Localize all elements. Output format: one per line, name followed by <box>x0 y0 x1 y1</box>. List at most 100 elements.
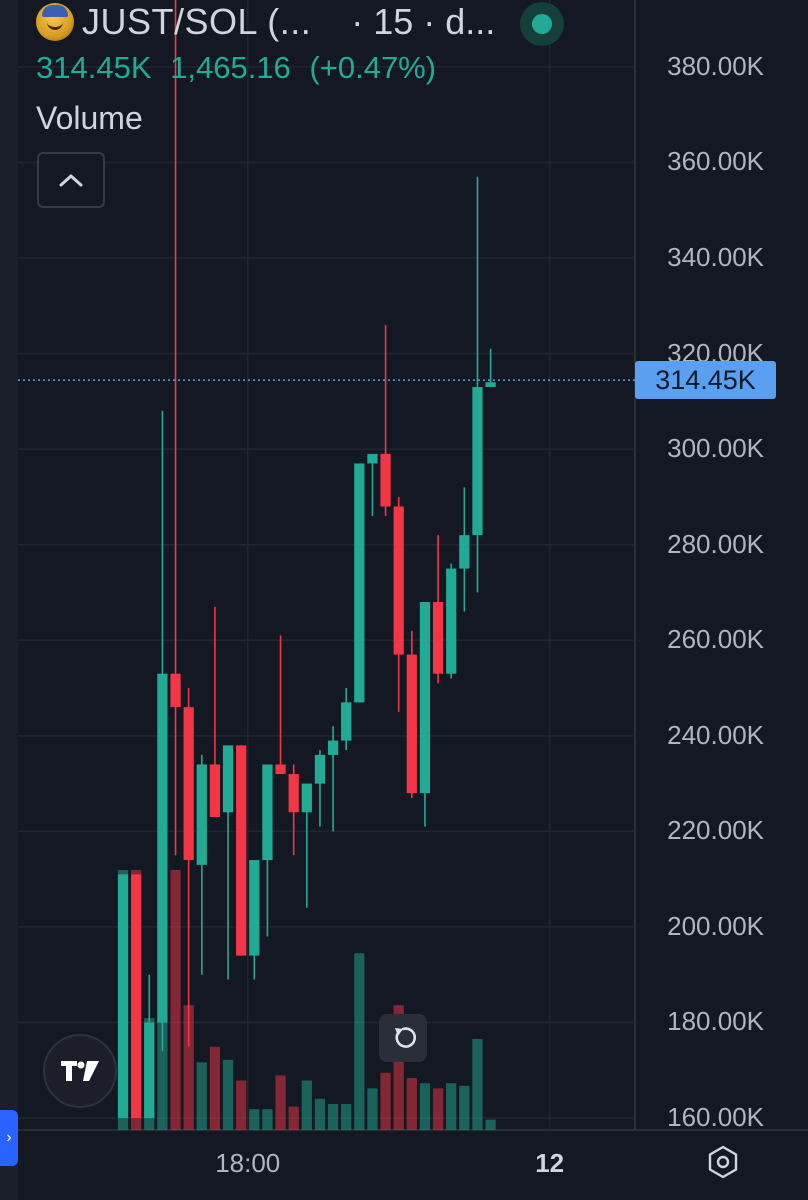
volume-bar <box>183 1005 194 1130</box>
candle[interactable] <box>262 764 273 937</box>
candle[interactable] <box>314 750 326 827</box>
candle-body <box>236 745 247 956</box>
grid-lines <box>18 0 635 1130</box>
volume-bar <box>314 1098 326 1130</box>
candle[interactable] <box>131 874 142 1119</box>
candle[interactable] <box>472 176 483 593</box>
candle-body <box>472 387 483 536</box>
chart-header: JUST/SOL (... · 15 · d... 314.45K 1,465.… <box>36 0 495 137</box>
candle-body <box>341 702 352 741</box>
refresh-icon <box>395 1027 417 1048</box>
price-tick-label: 240.00K <box>667 719 764 750</box>
candle-body <box>117 874 129 1119</box>
candle[interactable] <box>327 726 339 832</box>
volume-bar <box>459 1085 470 1130</box>
volume-bar <box>419 1083 431 1130</box>
expand-panel-button[interactable]: › <box>0 1110 18 1166</box>
candle[interactable] <box>170 0 181 856</box>
volume-bar <box>406 1078 417 1130</box>
volume-bar <box>275 1075 286 1130</box>
chevron-right-icon: › <box>6 1129 12 1146</box>
last-price-tag: 314.45K <box>635 361 776 400</box>
symbol-row[interactable]: JUST/SOL (... · 15 · d... <box>36 0 495 44</box>
price-tick-label: 200.00K <box>667 910 764 941</box>
candle-body <box>354 463 365 703</box>
candle[interactable] <box>341 688 352 751</box>
candle[interactable] <box>117 874 129 1119</box>
candle[interactable] <box>183 688 194 1047</box>
price-tick-label: 260.00K <box>667 624 764 655</box>
candle[interactable] <box>209 606 221 818</box>
candle[interactable] <box>236 745 247 956</box>
candle-body <box>275 764 286 775</box>
candle[interactable] <box>222 745 234 980</box>
candle[interactable] <box>393 496 404 712</box>
candle[interactable] <box>157 410 168 1052</box>
candle[interactable] <box>406 630 417 798</box>
volume-bar <box>485 1119 496 1130</box>
candle-body <box>157 673 168 1023</box>
interval-label[interactable]: · 15 · d... <box>351 1 496 42</box>
candle[interactable] <box>354 463 365 703</box>
price-tick-label: 360.00K <box>667 146 764 177</box>
candle-body <box>380 453 391 507</box>
tradingview-logo-icon[interactable] <box>43 1034 117 1108</box>
candle[interactable] <box>275 635 286 775</box>
candle-body <box>314 754 326 784</box>
time-tick-label: 12 <box>535 1148 565 1178</box>
candle[interactable] <box>301 783 312 908</box>
price-change-percent: (+0.47%) <box>309 50 437 85</box>
volume-bar <box>209 1046 221 1130</box>
candle-body <box>209 764 221 818</box>
volume-bar <box>472 1039 483 1130</box>
candle[interactable] <box>367 453 378 517</box>
candle-body <box>432 602 444 674</box>
candle-body <box>419 602 431 794</box>
volume-bar <box>249 1109 260 1130</box>
volume-bar <box>170 870 181 1130</box>
candle[interactable] <box>446 563 457 679</box>
volume-bar <box>222 1059 234 1130</box>
market-status-icon[interactable] <box>520 2 564 46</box>
time-tick-label: 18:00 <box>215 1148 281 1178</box>
chart-settings-button[interactable] <box>703 1142 743 1182</box>
volume-bar <box>432 1088 444 1130</box>
candle[interactable] <box>432 535 444 684</box>
reset-chart-button[interactable] <box>379 1014 427 1062</box>
price-tick-label: 180.00K <box>667 1006 764 1037</box>
left-edge-strip <box>0 0 18 1200</box>
candle[interactable] <box>288 764 299 856</box>
gear-icon <box>708 1145 738 1179</box>
candle[interactable] <box>196 754 207 975</box>
price-tick-label: 280.00K <box>667 528 764 559</box>
candle[interactable] <box>459 487 470 612</box>
volume-indicator-label[interactable]: Volume <box>36 100 143 136</box>
price-tick-label: 300.00K <box>667 433 764 464</box>
candle[interactable] <box>144 974 155 1119</box>
candle[interactable] <box>419 602 431 827</box>
price-change-value: 1,465.16 <box>170 50 291 85</box>
price-tick-label: 340.00K <box>667 242 764 272</box>
candle-body <box>249 860 260 956</box>
candle-body <box>183 707 194 861</box>
candle-body <box>196 764 207 865</box>
chevron-up-icon <box>59 174 83 187</box>
candle[interactable] <box>249 860 260 980</box>
volume-bar <box>446 1083 457 1130</box>
candle-body <box>459 535 470 569</box>
price-tick-label: 220.00K <box>667 815 764 846</box>
volume-bar <box>262 1109 273 1130</box>
candles <box>117 0 496 1119</box>
symbol-name[interactable]: JUST/SOL (... <box>82 1 312 42</box>
tradingview-mark <box>61 1061 99 1081</box>
price-tick-label: 160.00K <box>667 1102 764 1133</box>
candle[interactable] <box>380 324 391 517</box>
just-coin-logo-icon <box>36 3 74 41</box>
volume-bar <box>380 1072 391 1130</box>
candle-body <box>144 1022 155 1119</box>
collapse-legend-button[interactable] <box>37 152 105 208</box>
candle[interactable] <box>485 348 496 388</box>
candle-body <box>222 745 234 813</box>
candle-body <box>367 453 378 464</box>
